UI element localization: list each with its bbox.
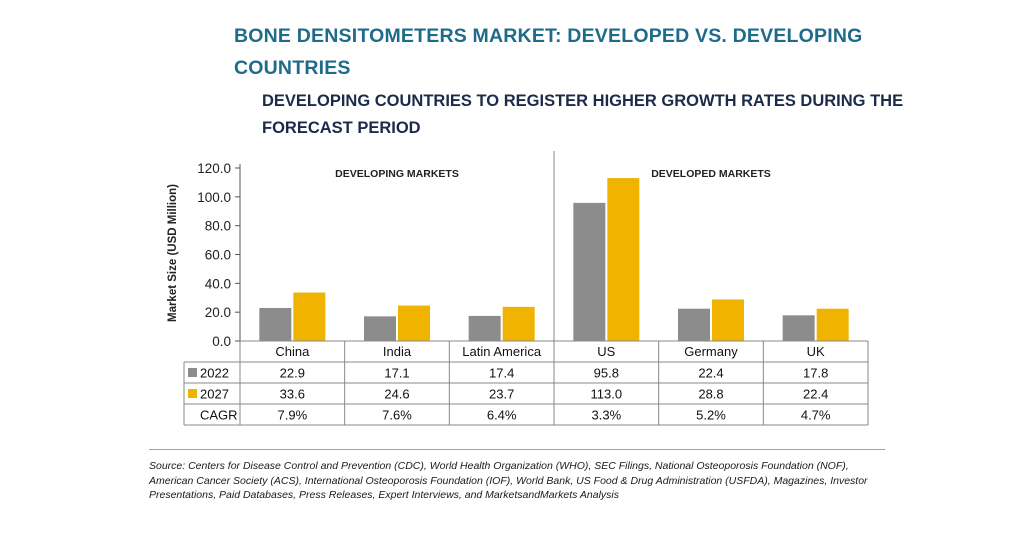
legend-swatch-2027 <box>188 389 197 398</box>
data-label: 23.7 <box>489 387 514 402</box>
bar-2027-us <box>607 178 640 341</box>
y-tick-label: 100.0 <box>197 190 231 205</box>
legend-label: 2027 <box>200 387 229 402</box>
bar-2027-china <box>293 292 326 341</box>
bar-2027-germany <box>712 299 744 341</box>
chart-title: BONE DENSITOMETERS MARKET: DEVELOPED VS.… <box>234 25 863 79</box>
data-label: 28.8 <box>698 387 723 402</box>
x-tick-label: UK <box>807 344 825 359</box>
legend-label: 2022 <box>200 366 229 381</box>
bar-2022-us <box>573 202 606 341</box>
cagr-value: 7.9% <box>278 408 308 423</box>
bar-2022-uk <box>782 315 815 341</box>
y-axis-label: Market Size (USD Million) <box>167 184 179 322</box>
bar-2027-uk <box>816 308 849 341</box>
source-note: Source: Centers for Disease Control and … <box>149 460 868 501</box>
data-label: 17.4 <box>489 366 514 381</box>
y-tick-label: 0.0 <box>212 334 231 349</box>
data-label: 95.8 <box>594 366 619 381</box>
x-tick-label: India <box>383 344 412 359</box>
data-label: 22.9 <box>280 366 305 381</box>
cagr-value: 4.7% <box>801 408 831 423</box>
cagr-value: 3.3% <box>592 408 622 423</box>
y-tick-label: 120.0 <box>197 161 231 176</box>
bar-2022-china <box>259 307 292 341</box>
x-tick-label: Latin America <box>462 344 542 359</box>
y-tick-label: 80.0 <box>205 219 231 234</box>
group-label-developing: DEVELOPING MARKETS <box>335 168 459 180</box>
data-label: 22.4 <box>698 366 723 381</box>
y-tick-label: 60.0 <box>205 248 231 263</box>
bar-2027-india <box>398 305 430 341</box>
data-label: 33.6 <box>280 387 305 402</box>
bar-2022-germany <box>678 308 710 341</box>
data-label: 113.0 <box>591 387 623 402</box>
data-label: 17.8 <box>803 366 828 381</box>
x-tick-label: China <box>275 344 310 359</box>
cagr-row-label: CAGR <box>200 408 238 423</box>
bar-2022-india <box>364 316 396 341</box>
y-tick-label: 40.0 <box>205 276 231 291</box>
data-label: 24.6 <box>384 387 409 402</box>
data-label: 22.4 <box>803 387 828 402</box>
group-label-developed: DEVELOPED MARKETS <box>651 168 771 180</box>
cagr-value: 5.2% <box>696 408 726 423</box>
data-label: 17.1 <box>384 366 409 381</box>
cagr-value: 6.4% <box>487 408 517 423</box>
legend-swatch-2022 <box>188 368 197 377</box>
bar-2027-latin-america <box>502 306 535 341</box>
bar-2022-latin-america <box>468 315 501 341</box>
chart-subtitle: DEVELOPING COUNTRIES TO REGISTER HIGHER … <box>262 92 904 137</box>
y-tick-label: 20.0 <box>205 305 231 320</box>
x-tick-label: US <box>597 344 615 359</box>
cagr-value: 7.6% <box>382 408 412 423</box>
x-tick-label: Germany <box>684 344 738 359</box>
source-divider <box>149 449 885 450</box>
